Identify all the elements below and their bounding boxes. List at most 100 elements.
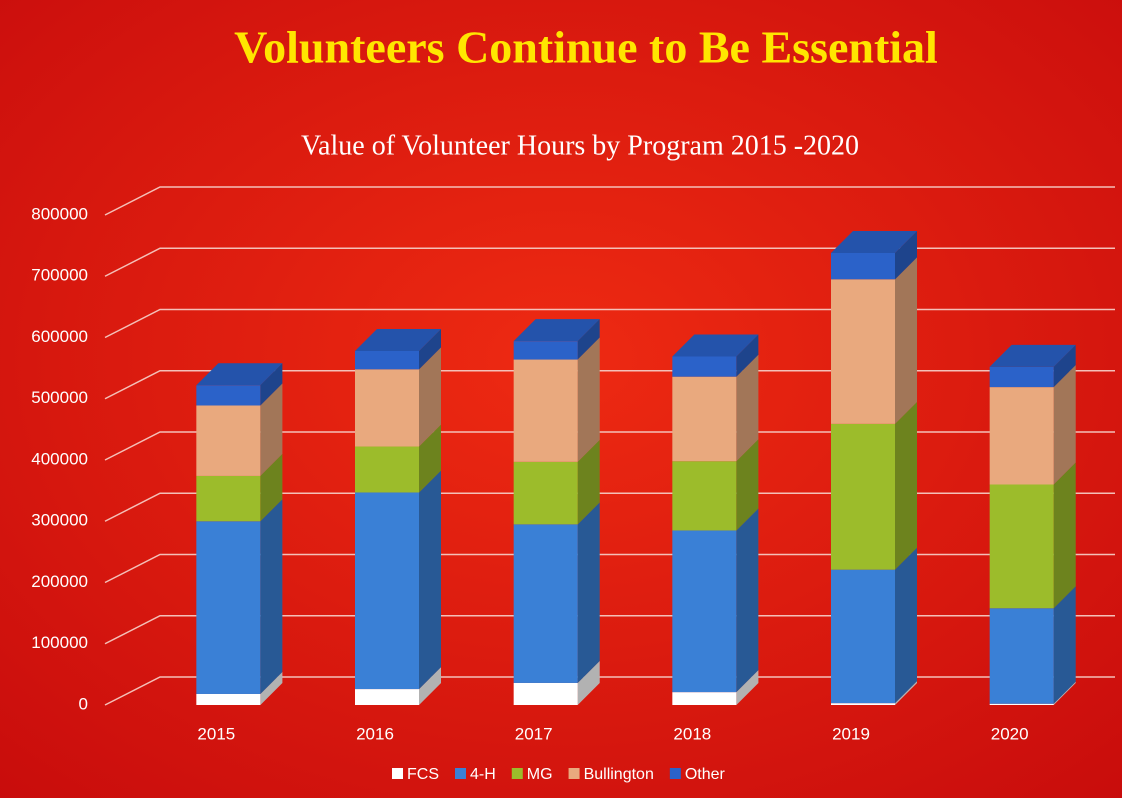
x-tick-label: 2019 (832, 724, 870, 743)
bar-top (989, 344, 1076, 367)
bar-segment (989, 387, 1054, 485)
x-tick-label: 2020 (991, 724, 1029, 743)
bar-side (419, 328, 441, 370)
bar-side (1053, 344, 1076, 388)
y-tick-label: 700000 (31, 266, 88, 285)
y-tick-label: 100000 (31, 633, 88, 652)
grid-line (104, 308, 1115, 339)
bar-side-shade (1053, 344, 1076, 388)
bar-side-shade (260, 383, 283, 476)
legend-label: FCS (407, 766, 439, 783)
bar-segment (355, 492, 419, 690)
grid-line (104, 553, 1115, 584)
bar-segment (672, 461, 737, 531)
bar-segment (196, 385, 261, 406)
bar-side-shade (577, 439, 600, 525)
bar-segment (672, 530, 737, 693)
bar-side (577, 439, 600, 525)
y-tick-label: 400000 (31, 449, 88, 468)
bar-side-shade (577, 319, 600, 360)
bar-side-shade (895, 230, 917, 280)
bar-top-shade (513, 319, 600, 342)
grid-line (104, 370, 1115, 400)
bar-segment (355, 369, 419, 447)
legend-swatch (669, 768, 681, 779)
legend-swatch (392, 768, 403, 779)
bar-side-shade (1053, 462, 1076, 609)
bar-side-shade (260, 453, 283, 522)
bar-segment (355, 350, 419, 370)
bar-side-shade (419, 470, 441, 690)
bar-side-shade (577, 660, 600, 705)
bar-top-shade (196, 363, 283, 386)
bar-top-shade (831, 230, 917, 253)
bar-segment (831, 423, 895, 570)
bar-segment (513, 682, 578, 705)
bar-side-shade (577, 502, 600, 683)
bar-side-shade (260, 363, 283, 406)
bar-side-shade (895, 257, 917, 424)
bar-segment (831, 569, 895, 704)
bar-side-shade (736, 354, 759, 462)
chart-subtitle: Value of Volunteer Hours by Program 2015… (301, 130, 859, 161)
y-tick-label: 0 (79, 694, 88, 713)
bar-side (895, 547, 917, 704)
bar-side (1053, 462, 1076, 609)
bar-side (895, 401, 917, 570)
bar-segment (355, 446, 419, 493)
grid-line (104, 247, 1115, 277)
bar-side (260, 671, 283, 705)
y-tick-label: 800000 (31, 204, 88, 223)
legend-label: Bullington (584, 766, 654, 783)
bar-segment (831, 703, 895, 705)
bar-segment (831, 279, 895, 424)
bar-side (419, 470, 441, 690)
bar-side (419, 667, 441, 705)
bar-side (1053, 365, 1076, 485)
x-tick-label: 2016 (356, 724, 394, 743)
legend-swatch (568, 768, 580, 779)
y-tick-label: 300000 (31, 511, 88, 530)
bar-segment (672, 356, 737, 377)
bar-side-shade (895, 681, 917, 705)
bar-top (831, 230, 917, 253)
chart-title: Volunteers Continue to Be Essential (234, 22, 938, 73)
bar-segment (355, 689, 419, 705)
bar-side-shade (419, 667, 441, 705)
bar-segment (989, 484, 1054, 609)
bar-segment (989, 703, 1054, 705)
bar-side (577, 319, 600, 360)
bar-side (260, 363, 283, 406)
bar-side-shade (1053, 586, 1076, 704)
bar-side (736, 670, 759, 705)
legend-label: MG (527, 766, 553, 783)
bar-side (577, 660, 600, 705)
bar-side (577, 337, 600, 462)
bar-side (260, 453, 283, 522)
x-tick-label: 2015 (197, 724, 235, 743)
bar-top-shade (672, 334, 759, 357)
bar-top-shade (989, 344, 1076, 367)
bar-segment (196, 475, 261, 522)
bar-side-shade (577, 337, 600, 462)
bar-segment (196, 521, 261, 694)
bar-side-shade (736, 670, 759, 705)
bar-side-shade (736, 508, 759, 693)
grid-line (104, 676, 1115, 706)
bar-segment (672, 692, 737, 705)
legend-swatch (511, 768, 523, 779)
bar-side (736, 334, 759, 377)
bar-side (419, 347, 441, 447)
bar-side (1053, 586, 1076, 704)
bar-segment (513, 524, 578, 683)
bar-side-shade (260, 671, 283, 705)
y-tick-label: 200000 (31, 572, 88, 591)
bar-side-shade (895, 547, 917, 704)
bar-side-shade (419, 347, 441, 447)
legend-label: 4-H (470, 766, 496, 783)
bar-segment (831, 252, 895, 280)
bar-segment (672, 376, 737, 462)
bar-top (355, 328, 441, 351)
bar-side (736, 354, 759, 462)
x-tick-label: 2017 (515, 724, 553, 743)
